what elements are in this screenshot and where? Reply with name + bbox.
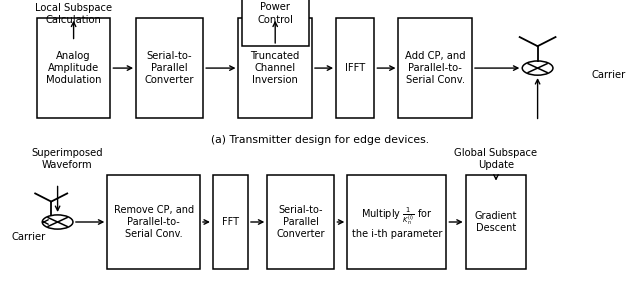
Text: Serial-to-
Parallel
Converter: Serial-to- Parallel Converter <box>145 51 195 86</box>
Text: Local Subspace
Calculation: Local Subspace Calculation <box>35 3 112 25</box>
Text: Carrier: Carrier <box>12 232 46 242</box>
FancyBboxPatch shape <box>336 18 374 118</box>
Text: (a) Transmitter design for edge devices.: (a) Transmitter design for edge devices. <box>211 135 429 145</box>
FancyBboxPatch shape <box>466 175 526 269</box>
Text: Carrier: Carrier <box>592 70 627 81</box>
Text: FFT: FFT <box>222 217 239 227</box>
FancyBboxPatch shape <box>347 175 447 269</box>
FancyBboxPatch shape <box>239 18 312 118</box>
Text: Add CP, and
Parallel-to-
Serial Conv.: Add CP, and Parallel-to- Serial Conv. <box>405 51 465 86</box>
FancyBboxPatch shape <box>37 18 111 118</box>
Text: IFFT: IFFT <box>345 63 365 73</box>
Text: Gradient
Descent: Gradient Descent <box>475 211 517 233</box>
Text: Power
Control: Power Control <box>257 2 293 25</box>
FancyBboxPatch shape <box>212 175 248 269</box>
Text: Remove CP, and
Parallel-to-
Serial Conv.: Remove CP, and Parallel-to- Serial Conv. <box>113 205 194 239</box>
FancyBboxPatch shape <box>268 175 334 269</box>
FancyBboxPatch shape <box>136 18 204 118</box>
Text: Analog
Amplitude
Modulation: Analog Amplitude Modulation <box>46 51 101 86</box>
Text: Serial-to-
Parallel
Converter: Serial-to- Parallel Converter <box>276 205 325 239</box>
FancyBboxPatch shape <box>107 175 200 269</box>
Text: Multiply $\frac{1}{K_n^{(i)}}$ for
the i-th parameter: Multiply $\frac{1}{K_n^{(i)}}$ for the i… <box>351 205 442 239</box>
Text: Global Subspace
Update: Global Subspace Update <box>454 148 538 170</box>
FancyBboxPatch shape <box>242 0 309 46</box>
Text: Truncated
Channel
Inversion: Truncated Channel Inversion <box>250 51 300 86</box>
Text: Superimposed
Waveform: Superimposed Waveform <box>31 148 103 170</box>
FancyBboxPatch shape <box>398 18 472 118</box>
